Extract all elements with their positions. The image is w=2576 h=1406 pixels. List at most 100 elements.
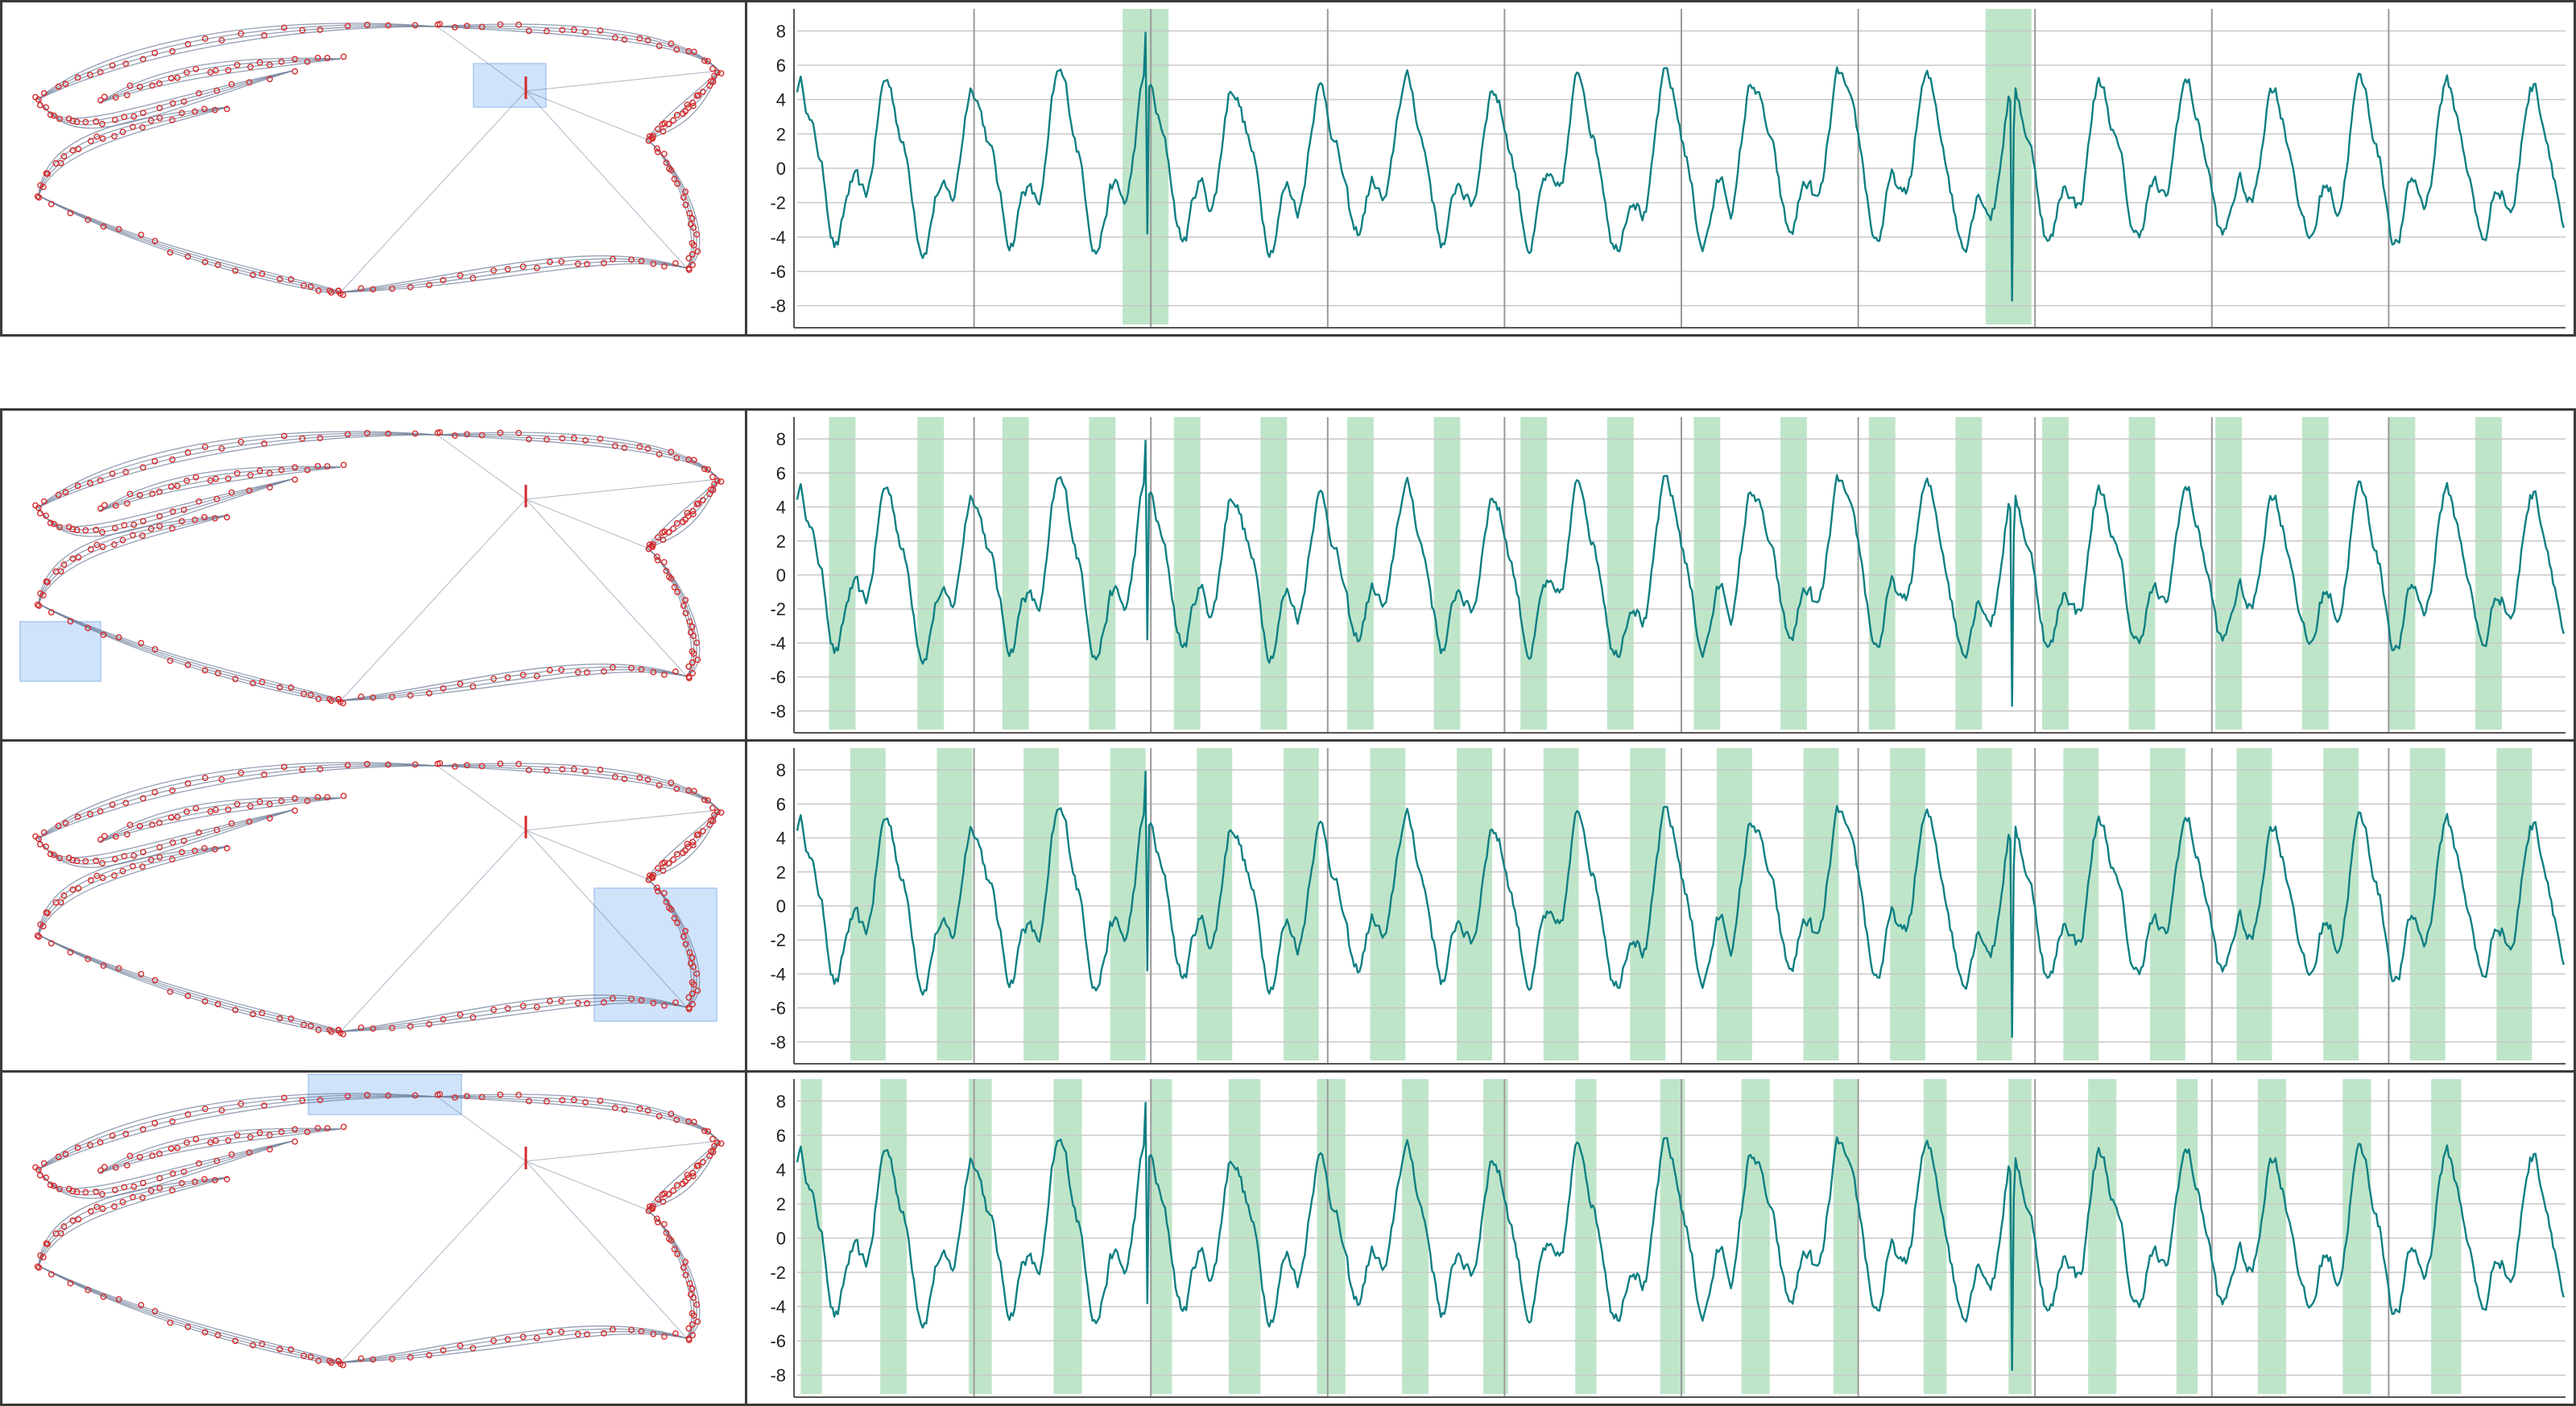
graph-node xyxy=(682,597,689,604)
graph-node xyxy=(328,1028,335,1036)
graph-node xyxy=(337,290,344,297)
graph-node xyxy=(138,970,145,978)
graph-node xyxy=(358,285,365,292)
graph-node xyxy=(337,1029,344,1036)
graph-edge xyxy=(436,763,720,811)
graph-node xyxy=(174,813,181,821)
graph-node xyxy=(628,995,635,1003)
graph-node xyxy=(674,1251,680,1257)
graph-node xyxy=(668,1110,675,1118)
graph-node xyxy=(281,24,287,31)
graph-node xyxy=(315,696,322,702)
graph-node xyxy=(674,920,680,926)
graph-node xyxy=(490,267,497,274)
graph-node xyxy=(122,60,130,67)
graph-node xyxy=(156,513,163,519)
graph-node xyxy=(40,1160,48,1167)
graph-node xyxy=(281,1094,287,1102)
graph-node xyxy=(278,1128,285,1135)
graph-node xyxy=(267,484,273,491)
graph-node xyxy=(139,464,147,471)
graph-panel-1 xyxy=(0,0,747,337)
graph-node xyxy=(225,806,232,813)
highlight-band xyxy=(1955,417,1983,730)
graph-node xyxy=(711,481,717,488)
graph-node xyxy=(261,440,267,447)
graph-node xyxy=(636,443,643,450)
graph-node xyxy=(55,1153,62,1160)
graph-node xyxy=(690,242,697,249)
graph-node xyxy=(139,532,146,540)
graph-node xyxy=(266,1131,273,1139)
graph-edge xyxy=(525,829,647,879)
graph-node xyxy=(87,546,94,553)
graph-node xyxy=(650,668,657,676)
graph-node xyxy=(389,1024,395,1032)
graph-node xyxy=(314,54,321,61)
graph-node xyxy=(668,575,675,582)
graph-edge xyxy=(98,58,341,104)
graph-node xyxy=(655,556,661,564)
graph-node xyxy=(434,1091,441,1098)
graph-node xyxy=(597,1098,604,1104)
graph-node xyxy=(97,97,104,104)
graph-node xyxy=(43,843,49,850)
graph-edge xyxy=(646,547,695,677)
graph-node xyxy=(99,544,106,551)
graph-node xyxy=(213,826,221,833)
graph-node xyxy=(673,850,680,858)
graph-node xyxy=(101,1164,108,1171)
graph-node xyxy=(688,954,696,961)
graph-node xyxy=(267,1146,273,1153)
graph-edge xyxy=(340,1330,688,1363)
graph-node xyxy=(680,519,686,526)
graph-node xyxy=(167,814,175,821)
graph-node xyxy=(34,602,41,608)
graph-node xyxy=(247,803,254,809)
graph-node xyxy=(694,987,701,995)
graph-node xyxy=(663,1230,670,1236)
graph-node xyxy=(228,1151,235,1158)
graph-node xyxy=(706,490,713,498)
graph-node xyxy=(122,1131,130,1137)
graph-node xyxy=(358,693,365,700)
graph-node xyxy=(115,1296,122,1303)
highlight-band xyxy=(2323,748,2359,1061)
graph-node xyxy=(688,215,696,222)
graph-node xyxy=(97,505,104,512)
graph-node xyxy=(43,104,49,111)
graph-node xyxy=(340,792,347,800)
graph-node xyxy=(196,498,202,505)
graph-node xyxy=(112,855,118,862)
graph-edge xyxy=(525,1160,688,1339)
graph-node xyxy=(139,1180,147,1187)
graph-edge xyxy=(525,90,688,269)
graph-node xyxy=(139,56,147,63)
chart-panel-2: -8 -6 -4 -2 0 2 4 6 8 xyxy=(745,408,2576,742)
graph-edge xyxy=(436,26,720,72)
graph-node xyxy=(130,113,138,120)
graph-node xyxy=(711,1143,717,1150)
graph-node xyxy=(214,262,221,268)
graph-node xyxy=(434,429,441,436)
graph-node xyxy=(659,121,666,128)
graph-node xyxy=(136,822,143,829)
graph-node xyxy=(688,623,696,631)
graph-node xyxy=(464,23,470,30)
graph-node xyxy=(69,526,76,533)
graph-node xyxy=(690,788,697,795)
graph-node xyxy=(685,675,693,681)
graph-node xyxy=(55,83,62,90)
graph-node xyxy=(645,1207,652,1214)
graph-node xyxy=(267,76,273,83)
graph-node xyxy=(123,92,130,99)
graph-node xyxy=(184,992,192,999)
graph-node xyxy=(504,1005,511,1012)
graph-node xyxy=(292,807,299,814)
graph-node xyxy=(276,684,283,691)
graph-node xyxy=(688,990,696,997)
graph-node xyxy=(650,132,656,139)
graph-node xyxy=(411,761,419,768)
graph-edge xyxy=(436,434,720,480)
y-tick-label: 4 xyxy=(776,1160,786,1180)
